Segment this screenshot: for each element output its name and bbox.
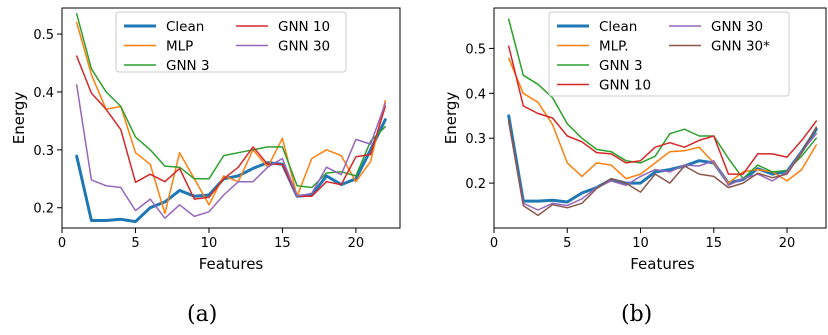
- x-tick-label: 15: [274, 236, 291, 251]
- legend-label: MLP.: [599, 39, 629, 55]
- legend-label: Clean: [166, 19, 204, 35]
- legend-label: MLP: [166, 39, 193, 55]
- y-tick-label: 0.5: [33, 28, 54, 43]
- legend-label: GNN 30*: [711, 39, 770, 55]
- series-line-gnn-10: [75, 55, 387, 200]
- x-tick-label: 0: [490, 236, 498, 251]
- x-tick-label: 20: [779, 236, 796, 251]
- x-tick-label: 5: [563, 236, 571, 251]
- y-tick-label: 0.4: [465, 87, 486, 102]
- chart-panel-b: 0 5 10 15 20 0.2 0.3 0.4 0.5 Features Energy Clean M…: [442, 7, 827, 273]
- x-tick-label: 5: [131, 236, 139, 251]
- series-line-clean: [75, 118, 387, 224]
- plot-frame: [493, 7, 827, 229]
- legend-label: GNN 3: [166, 58, 210, 74]
- series-line-mlp-: [507, 57, 818, 184]
- legend-label: GNN 30: [278, 39, 330, 55]
- x-tick-label: 20: [348, 236, 365, 251]
- plot-frame: [61, 7, 401, 229]
- legend-box: [115, 11, 347, 73]
- legend-label: GNN 3: [599, 58, 643, 74]
- legend-label: GNN 30: [711, 19, 763, 35]
- y-axis-label: Energy: [10, 92, 28, 145]
- chart-panel-a: 0 5 10 15 20 0.2 0.3 0.4 0.5 Features Energy Clean M…: [10, 7, 401, 273]
- legend-label: GNN 10: [599, 78, 651, 94]
- series-line-gnn-3: [75, 13, 387, 189]
- x-tick-label: 10: [201, 236, 218, 251]
- y-tick-label: 0.5: [465, 42, 486, 57]
- x-axis-label: Features: [630, 255, 695, 273]
- y-tick-label: 0.2: [33, 202, 54, 217]
- series-line-gnn-30: [507, 121, 818, 211]
- legend-label: Clean: [599, 19, 637, 35]
- y-tick-label: 0.3: [465, 132, 486, 147]
- y-tick-label: 0.4: [33, 86, 54, 101]
- y-tick-label: 0.3: [33, 144, 54, 159]
- series-line-gnn-30-: [507, 119, 818, 217]
- legend-box: [548, 11, 790, 97]
- series-line-gnn-30: [75, 84, 387, 219]
- x-tick-label: 10: [632, 236, 649, 251]
- x-tick-label: 0: [58, 236, 66, 251]
- y-tick-label: 0.2: [465, 177, 486, 192]
- series-line-mlp: [75, 21, 387, 215]
- caption-a: (a): [187, 302, 218, 327]
- x-tick-label: 15: [706, 236, 723, 251]
- y-axis-label: Energy: [442, 92, 460, 145]
- caption-b: (b): [621, 302, 653, 327]
- series-line-gnn-10: [507, 45, 818, 175]
- x-axis-label: Features: [199, 255, 264, 273]
- legend-label: GNN 10: [278, 19, 330, 35]
